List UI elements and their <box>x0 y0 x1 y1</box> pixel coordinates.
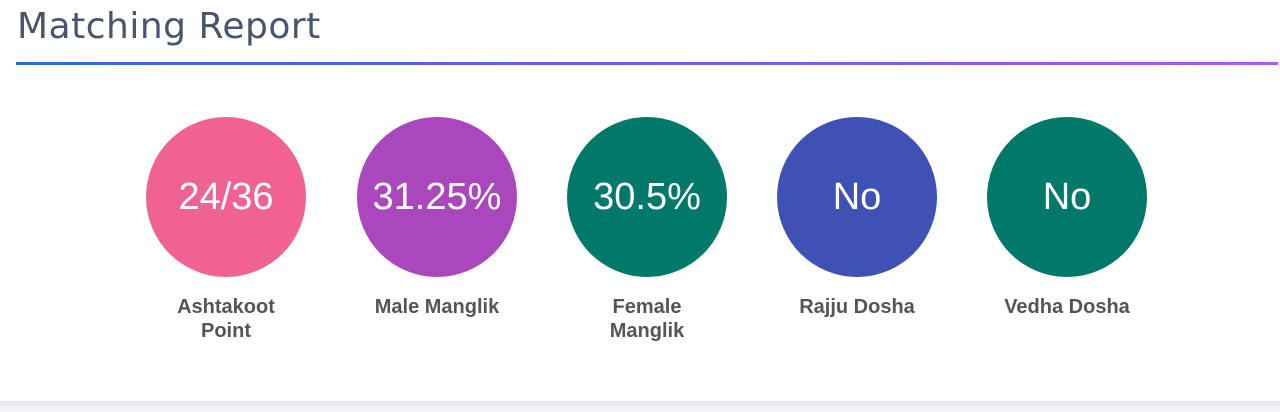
stat-circle: No <box>987 117 1147 277</box>
stat-male-manglik: 31.25% Male Manglik <box>337 117 537 319</box>
stat-label: Female Manglik <box>609 296 685 342</box>
stat-label: Vedha Dosha <box>1004 296 1130 318</box>
title-divider <box>16 62 1278 65</box>
stat-label: Male Manglik <box>374 296 500 318</box>
section-bottom-border <box>0 401 1280 412</box>
stat-label: Ashtakoot Point <box>177 296 275 342</box>
stat-vedha-dosha: No Vedha Dosha <box>967 117 1167 319</box>
stat-rajju-dosha: No Rajju Dosha <box>757 117 957 319</box>
stat-label: Rajju Dosha <box>799 296 915 318</box>
stat-circle: 24/36 <box>146 117 306 277</box>
stat-ashtakoot-point: 24/36 Ashtakoot Point <box>126 117 326 343</box>
stat-circle: 31.25% <box>357 117 517 277</box>
page-title: Matching Report <box>17 6 321 47</box>
stat-female-manglik: 30.5% Female Manglik <box>547 117 747 343</box>
stat-circle: 30.5% <box>567 117 727 277</box>
stat-circle: No <box>777 117 937 277</box>
